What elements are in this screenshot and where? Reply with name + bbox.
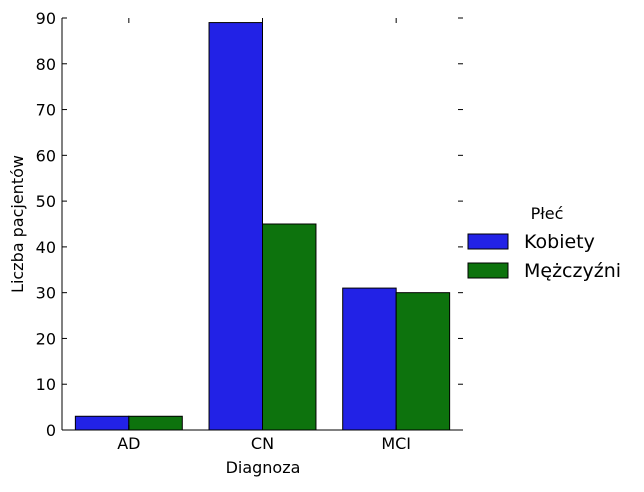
legend-swatch-Mężczyźni (467, 262, 509, 279)
legend-label-Mężczyźni: Mężczyźni (524, 260, 621, 282)
bar-Mężczyźni-CN (262, 223, 317, 431)
y-tick-label: 40 (36, 238, 56, 257)
y-tick-label: 90 (36, 9, 56, 28)
x-axis-label: Diagnoza (226, 458, 301, 477)
ticks-layer: 0 10 20 30 40 50 60 70 80 90 AD CN MCI (36, 9, 463, 453)
bars-layer (74, 22, 451, 431)
y-tick-label: 70 (36, 101, 56, 120)
y-tick-label: 10 (36, 375, 56, 394)
x-tick-label: MCI (381, 434, 411, 453)
legend-swatch-Kobiety (467, 233, 509, 250)
y-tick-label: 20 (36, 329, 56, 348)
bar-Kobiety-CN (208, 22, 264, 431)
y-axis-label: Liczba pacjentów (8, 155, 27, 293)
y-tick-label: 80 (36, 55, 56, 74)
x-tick-label: AD (117, 434, 140, 453)
bar-Mężczyźni-AD (128, 415, 183, 431)
bar-Kobiety-MCI (342, 287, 397, 431)
y-tick-label: 0 (46, 421, 56, 440)
y-tick-label: 50 (36, 192, 56, 211)
legend-label-Kobiety: Kobiety (524, 231, 595, 253)
y-tick-label: 30 (36, 284, 56, 303)
legend: Płeć Kobiety Mężczyźni (467, 204, 621, 282)
legend-title: Płeć (531, 204, 564, 223)
bar-Kobiety-AD (74, 415, 130, 431)
x-tick-label: CN (251, 434, 274, 453)
y-tick-label: 60 (36, 146, 56, 165)
bar-Mężczyźni-MCI (395, 292, 451, 431)
